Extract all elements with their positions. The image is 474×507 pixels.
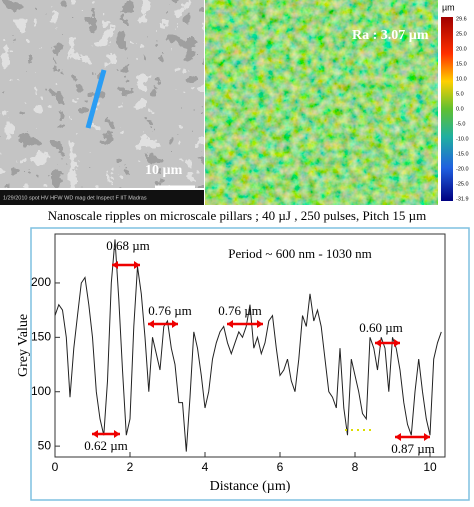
chart-frame [30, 227, 470, 501]
annotation: 0.62 µm [84, 438, 128, 453]
annotation: 0.60 µm [359, 320, 403, 335]
colorbar-label: 10.0 [456, 76, 467, 82]
profile-image: Ra : 3.07 µm µm 29.6 25.0 20.0 15.0 10.0 5.0 0… [205, 0, 469, 205]
sem-image: 10 µm 1/29/2010 spot HV HFW WD mag det I… [0, 0, 204, 205]
caption: Nanoscale ripples on microscale pillars … [48, 208, 427, 223]
colorbar-label: -15.0 [456, 151, 469, 157]
y-tick-label: 150 [31, 330, 51, 344]
profile-line [54, 239, 442, 452]
scan-line [85, 69, 107, 129]
scale-label: 10 µm [145, 163, 183, 178]
x-tick-label: 0 [52, 460, 59, 474]
arrow-head [375, 339, 400, 347]
colorbar-label: 29.6 [456, 16, 467, 22]
arrow-head [112, 261, 140, 269]
colorbar-label: -20.0 [456, 166, 469, 172]
chart: 0 2 4 6 8 10 50 100 150 200 Distance (µm) Grey Valu… [16, 233, 446, 494]
y-tick-label: 200 [31, 275, 51, 289]
colorbar [441, 17, 453, 201]
colorbar-label: 15.0 [456, 61, 467, 67]
y-axis-label: Grey Value [16, 314, 31, 377]
roughness-label: Ra : 3.07 µm [352, 28, 429, 43]
x-tick-label: 8 [352, 460, 359, 474]
x-axis-label: Distance (µm) [210, 479, 291, 494]
x-tick-label: 6 [277, 460, 284, 474]
colorbar-label: -5.0 [456, 121, 465, 127]
info-bar [0, 190, 204, 205]
colorbar-label: 20.0 [456, 46, 467, 52]
info-text: 1/29/2010 spot HV HFW WD mag det Inspect… [3, 195, 147, 201]
annotation: 0.76 µm [148, 303, 192, 318]
annotation: 0.68 µm [106, 238, 150, 253]
profile-texture [205, 0, 438, 205]
y-tick-label: 50 [38, 438, 52, 452]
annotation: Period ~ 600 nm - 1030 nm [228, 246, 372, 261]
x-tick-label: 2 [127, 460, 134, 474]
annotation: 0.76 µm [218, 303, 262, 318]
arrow-head [92, 430, 120, 438]
colorbar-label: 5.0 [456, 91, 464, 97]
colorbar-unit: µm [442, 2, 455, 12]
colorbar-label: 25.0 [456, 31, 467, 37]
x-tick-label: 4 [202, 460, 209, 474]
sem-texture [0, 0, 204, 188]
x-tick-label: 10 [423, 460, 437, 474]
colorbar-label: 0.0 [456, 106, 464, 112]
y-tick-label: 100 [31, 384, 51, 398]
arrow-head [148, 320, 178, 328]
colorbar-label: -31.9 [456, 196, 469, 202]
plot-area [54, 233, 446, 458]
annotation: 0.87 µm [391, 441, 435, 456]
colorbar-label: -10.0 [456, 136, 469, 142]
colorbar-label: -25.0 [456, 181, 469, 187]
